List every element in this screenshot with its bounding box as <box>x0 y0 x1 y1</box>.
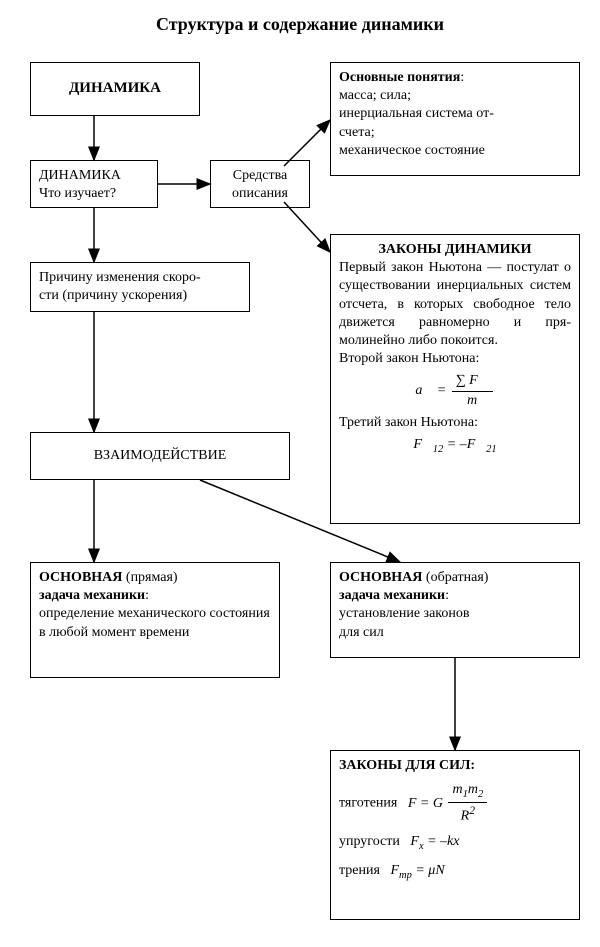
node-means-line2: описания <box>219 185 301 203</box>
node-dynamics: ДИНАМИКА <box>30 62 200 116</box>
node-interaction: ВЗАИМОДЕЙСТВИЕ <box>30 432 290 480</box>
node-concepts-heading: Основные понятия <box>339 70 460 85</box>
node-means-line1: Средства <box>219 167 301 185</box>
node-cause-text: Причину изменения скоро- сти (причину ус… <box>39 270 201 303</box>
node-force-laws-friction: трения Fтр = μN <box>339 862 571 882</box>
node-direct: ОСНОВНАЯ (прямая) задача механики: опред… <box>30 562 280 678</box>
node-force-laws-heading: ЗАКОНЫ ДЛЯ СИЛ: <box>339 757 571 775</box>
node-cause: Причину изменения скоро- сти (причину ус… <box>30 262 250 312</box>
node-laws-third-eq: F⃗12 = –F⃗21 <box>339 436 571 456</box>
node-what: ДИНАМИКА Что изучает? <box>30 160 158 208</box>
node-laws-intro: Первый закон Ньютона — постулат о сущест… <box>339 259 571 350</box>
node-direct-body: определение механического состояния в лю… <box>39 606 270 639</box>
node-direct-h1: ОСНОВНАЯ <box>39 570 122 585</box>
node-what-line2: Что изучает? <box>39 185 149 203</box>
page-title: Структура и содержание динамики <box>0 14 600 35</box>
node-inverse-h1: ОСНОВНАЯ <box>339 570 422 585</box>
node-concepts-body: масса; сила; инерциальная система от- сч… <box>339 88 494 158</box>
node-means: Средства описания <box>210 160 310 208</box>
node-inverse: ОСНОВНАЯ (обратная) задача механики: уст… <box>330 562 580 658</box>
node-dynamics-label: ДИНАМИКА <box>69 80 161 96</box>
node-laws-heading: ЗАКОНЫ ДИНАМИКИ <box>339 241 571 259</box>
node-inverse-h2: задача механики <box>339 588 445 603</box>
node-force-laws-elastic: упругости Fx = –kx <box>339 833 571 853</box>
node-concepts: Основные понятия: масса; сила; инерциаль… <box>330 62 580 176</box>
node-direct-h2: задача механики <box>39 588 145 603</box>
node-interaction-text: ВЗАИМОДЕЙСТВИЕ <box>94 448 227 463</box>
node-laws-second-eq: a⃗ = ∑ F⃗ m <box>339 372 571 409</box>
node-laws-second-label: Второй закон Ньютона: <box>339 350 571 368</box>
node-inverse-body: установление законов для сил <box>339 606 469 639</box>
node-force-laws-gravity: тяготения F = G m1m2 R2 <box>339 781 571 825</box>
node-what-line1: ДИНАМИКА <box>39 167 149 185</box>
node-laws-third-label: Третий закон Ньютона: <box>339 414 571 432</box>
node-force-laws: ЗАКОНЫ ДЛЯ СИЛ: тяготения F = G m1m2 R2 … <box>330 750 580 920</box>
node-laws: ЗАКОНЫ ДИНАМИКИ Первый закон Ньютона — п… <box>330 234 580 524</box>
